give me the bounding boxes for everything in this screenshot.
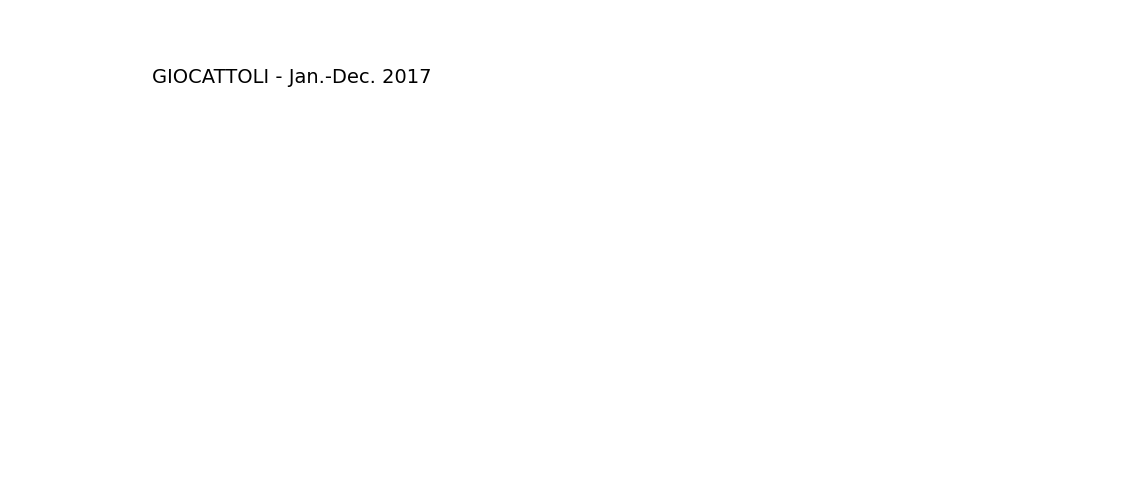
Text: GIOCATTOLI - Jan.-Dec. 2017: GIOCATTOLI - Jan.-Dec. 2017 bbox=[152, 68, 431, 87]
